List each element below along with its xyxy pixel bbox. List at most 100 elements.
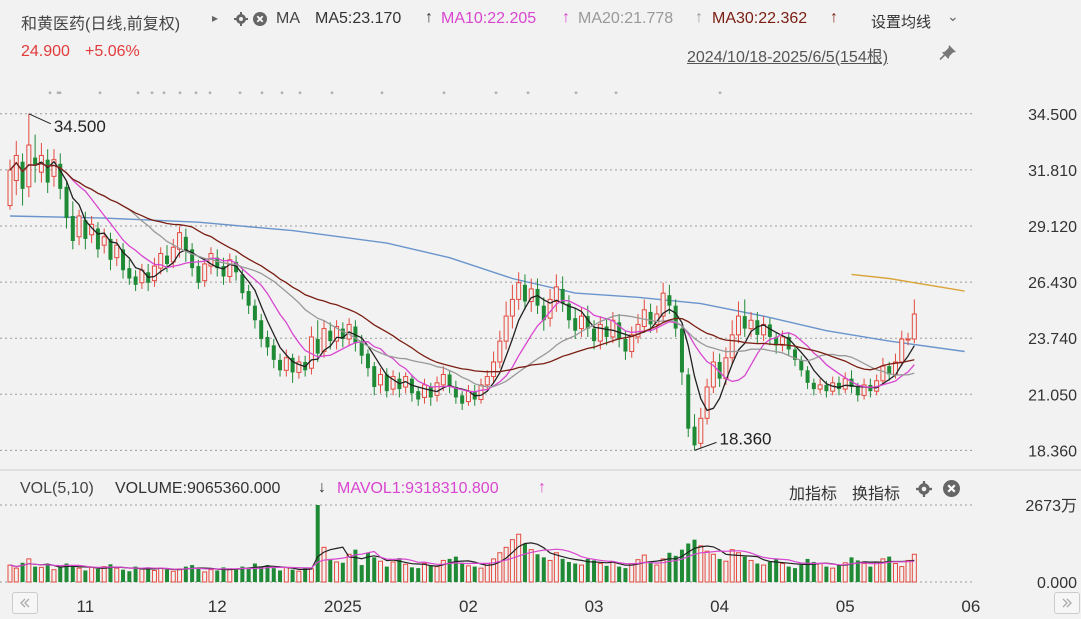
volume-bar[interactable]	[208, 569, 214, 583]
pin-icon[interactable]	[939, 44, 957, 65]
candle[interactable]	[13, 140, 19, 196]
candle[interactable]	[51, 149, 57, 187]
candle[interactable]	[786, 332, 791, 356]
candle[interactable]	[397, 372, 402, 398]
event-marker-icon[interactable]: ▪	[614, 88, 618, 99]
volume-bar[interactable]	[133, 566, 138, 582]
candle[interactable]	[421, 378, 427, 404]
candle[interactable]	[811, 378, 816, 396]
volume-bar[interactable]	[692, 539, 697, 582]
candle[interactable]	[70, 201, 75, 250]
candle[interactable]	[704, 378, 710, 425]
candle[interactable]	[139, 263, 145, 289]
candle[interactable]	[365, 349, 370, 377]
volume-bar[interactable]	[447, 558, 452, 582]
candle[interactable]	[208, 247, 214, 275]
volume-bar[interactable]	[560, 558, 565, 582]
candle[interactable]	[83, 211, 88, 250]
candle[interactable]	[686, 368, 691, 438]
volume-bar[interactable]	[887, 556, 892, 582]
candle[interactable]	[648, 303, 653, 333]
volume-bar[interactable]	[202, 571, 208, 583]
candle[interactable]	[836, 376, 841, 396]
scroll-left-button[interactable]	[12, 592, 38, 614]
volume-bar[interactable]	[786, 566, 791, 582]
volume-bar[interactable]	[403, 563, 409, 583]
candle[interactable]	[911, 299, 917, 344]
volume-bar[interactable]	[221, 567, 226, 582]
candle[interactable]	[629, 326, 635, 358]
candle[interactable]	[20, 153, 25, 206]
candle[interactable]	[76, 209, 82, 246]
volume-bar[interactable]	[535, 554, 540, 582]
candle[interactable]	[296, 355, 302, 379]
volume-bar[interactable]	[667, 552, 672, 582]
candle[interactable]	[196, 259, 201, 289]
volume-bar[interactable]	[817, 563, 823, 583]
event-marker-icon[interactable]: ▪	[58, 88, 62, 99]
event-marker-icon[interactable]: ▪	[194, 88, 198, 99]
volume-bar[interactable]	[547, 559, 553, 583]
candle[interactable]	[434, 376, 440, 402]
close-icon[interactable]	[253, 12, 267, 31]
event-marker-icon[interactable]: ▪	[718, 88, 722, 99]
candle[interactable]	[528, 278, 534, 312]
candle[interactable]	[202, 257, 208, 287]
volume-bar[interactable]	[497, 552, 503, 583]
candle[interactable]	[842, 372, 848, 394]
candle[interactable]	[183, 228, 188, 262]
volume-bar[interactable]	[76, 567, 82, 583]
event-marker-icon[interactable]: ▪	[136, 88, 140, 99]
candle[interactable]	[453, 380, 458, 404]
candle[interactable]	[447, 370, 452, 394]
candle[interactable]	[121, 243, 126, 279]
candle[interactable]	[45, 149, 50, 194]
volume-bar[interactable]	[509, 539, 515, 583]
volume-bar[interactable]	[421, 563, 427, 583]
event-marker-icon[interactable]: ▪	[280, 88, 284, 99]
candle[interactable]	[158, 247, 164, 275]
volume-bar[interactable]	[491, 558, 497, 583]
candle[interactable]	[321, 320, 327, 358]
candle[interactable]	[221, 257, 226, 285]
event-marker-icon[interactable]: ▪	[526, 88, 530, 99]
volume-bar[interactable]	[328, 558, 333, 582]
volume-bar[interactable]	[874, 561, 880, 583]
candle[interactable]	[573, 307, 578, 340]
event-marker-icon[interactable]: ▪	[330, 88, 334, 99]
volume-bar[interactable]	[811, 561, 816, 582]
date-range[interactable]: 2024/10/18-2025/6/5(154根)	[687, 49, 889, 66]
volume-bar[interactable]	[170, 570, 176, 583]
volume-bar[interactable]	[151, 569, 157, 583]
volume-bar[interactable]	[592, 560, 597, 582]
candle[interactable]	[491, 351, 497, 383]
event-marker-icon[interactable]: ▪	[380, 88, 384, 99]
candle[interactable]	[359, 334, 364, 365]
candle[interactable]	[390, 370, 396, 396]
candle[interactable]	[698, 407, 704, 448]
volume-bar[interactable]	[283, 566, 289, 583]
volume-bar[interactable]	[617, 566, 622, 582]
candle[interactable]	[503, 301, 509, 350]
volume-bar[interactable]	[139, 568, 145, 583]
candle[interactable]	[246, 284, 251, 314]
volume-bar[interactable]	[597, 563, 603, 583]
candle[interactable]	[278, 353, 283, 377]
volume-bar[interactable]	[717, 558, 722, 582]
volume-bar[interactable]	[95, 568, 100, 582]
candle[interactable]	[553, 274, 559, 312]
candle[interactable]	[887, 361, 892, 381]
candle[interactable]	[265, 330, 270, 356]
volume-bar[interactable]	[635, 559, 641, 583]
volume-bar[interactable]	[654, 564, 660, 583]
volume-bar[interactable]	[378, 560, 384, 583]
volume-bar[interactable]	[861, 563, 867, 583]
volume-bar[interactable]	[353, 549, 358, 582]
volume-bar[interactable]	[409, 567, 414, 582]
volume-bar[interactable]	[805, 558, 810, 582]
volume-bar[interactable]	[892, 563, 898, 583]
volume-bar[interactable]	[114, 567, 120, 583]
candle[interactable]	[290, 353, 295, 383]
candle[interactable]	[101, 228, 107, 254]
volume-bar[interactable]	[755, 563, 760, 582]
